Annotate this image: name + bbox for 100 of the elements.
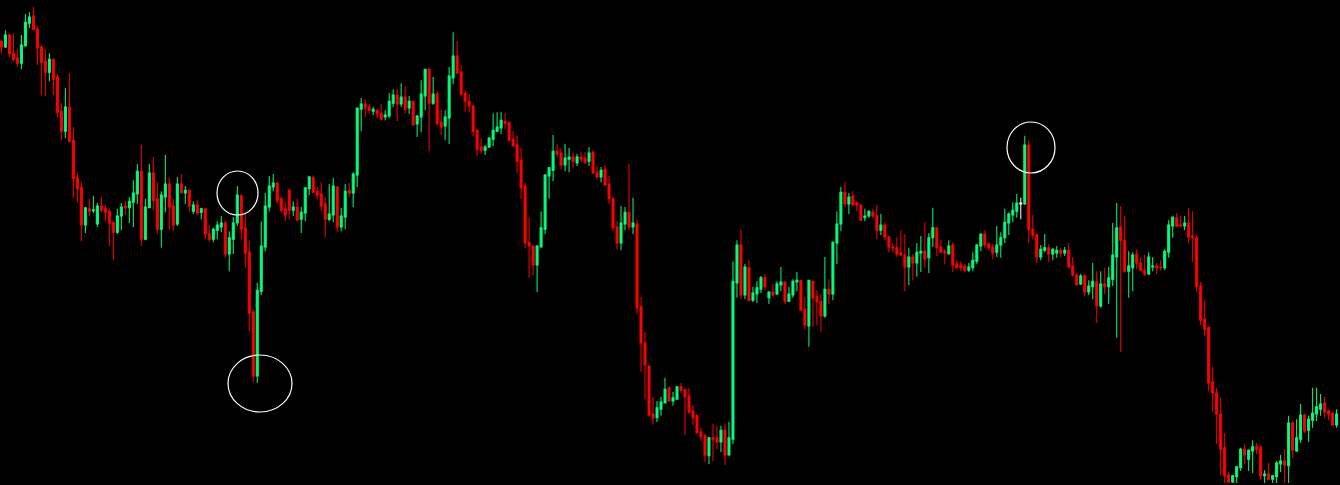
candlestick <box>295 198 299 221</box>
candlestick <box>363 98 367 118</box>
candlestick <box>819 293 823 333</box>
candlestick <box>667 386 671 403</box>
candlestick <box>1259 444 1263 481</box>
candlestick <box>335 186 339 233</box>
candlestick <box>399 82 403 108</box>
candlestick <box>215 220 219 240</box>
candlestick <box>811 280 815 328</box>
candlestick <box>167 177 171 231</box>
candlestick <box>1099 270 1103 309</box>
candlestick <box>83 207 87 234</box>
candlestick <box>1267 462 1271 481</box>
candlestick <box>911 253 915 281</box>
candlestick <box>627 163 631 231</box>
candlestick <box>995 225 999 258</box>
candlestick <box>1251 439 1255 474</box>
candlestick <box>1335 408 1339 429</box>
candlestick <box>63 87 67 139</box>
candlestick <box>1095 270 1099 324</box>
candlestick <box>991 243 995 260</box>
candlestick <box>851 190 855 207</box>
candlestick <box>1055 245 1059 259</box>
candlestick <box>1323 396 1327 419</box>
candlestick <box>655 400 659 423</box>
candlestick <box>1079 273 1083 286</box>
candlestick <box>1291 420 1295 459</box>
candlestick <box>567 147 571 173</box>
candlestick <box>879 213 883 236</box>
candlestick <box>291 200 295 217</box>
candlestick <box>187 189 191 213</box>
candlestick <box>719 425 723 453</box>
candlestick <box>331 177 335 223</box>
candlestick <box>1243 443 1247 465</box>
candlestick <box>783 281 787 305</box>
candlestick <box>123 200 127 216</box>
candlestick <box>947 239 951 255</box>
candlestick <box>1303 413 1307 434</box>
candlestick <box>199 207 203 220</box>
candlestick <box>395 88 399 122</box>
candlestick <box>1115 202 1119 339</box>
candlestick <box>287 188 291 220</box>
candlestick <box>499 111 503 135</box>
candlestick <box>367 103 371 114</box>
candlestick <box>1027 139 1031 244</box>
candlestick <box>559 147 563 170</box>
candlestick <box>959 260 963 272</box>
candlestick <box>1059 247 1063 259</box>
candlestick <box>779 266 783 292</box>
candlestick <box>823 256 827 319</box>
candlestick <box>711 423 715 462</box>
candlestick <box>875 204 879 240</box>
candlestick <box>1175 212 1179 228</box>
candlestick <box>619 205 623 251</box>
candlestick <box>1091 262 1095 300</box>
candlestick <box>747 259 751 303</box>
candlestick <box>1143 254 1147 277</box>
candlestick <box>1147 251 1151 276</box>
candlestick <box>923 221 927 269</box>
candlestick <box>223 219 227 259</box>
candlestick <box>847 192 851 215</box>
candlestick <box>191 200 195 215</box>
candlestick <box>343 183 347 230</box>
candlestick <box>119 202 123 231</box>
candlestick <box>1135 248 1139 270</box>
candlestick <box>347 182 351 198</box>
candlestick <box>863 208 867 222</box>
candlestick <box>903 233 907 292</box>
candlestick <box>195 199 199 216</box>
candlestick <box>1155 262 1159 275</box>
candlestick <box>403 85 407 114</box>
candlestick <box>583 151 587 165</box>
candlestick <box>1019 197 1023 220</box>
candlestick <box>707 436 711 465</box>
candlestick <box>43 48 47 97</box>
candlestick <box>1179 215 1183 228</box>
candlestick <box>1063 246 1067 257</box>
candlestick <box>951 241 955 273</box>
candlestick <box>575 153 579 167</box>
candlestick <box>175 176 179 227</box>
candlestick <box>1083 273 1087 297</box>
candlestick <box>767 290 771 305</box>
candlestick <box>1183 215 1187 231</box>
candlestick <box>47 52 51 82</box>
candlestick <box>919 235 923 273</box>
candlestick <box>387 92 391 119</box>
candlestick <box>1015 193 1019 219</box>
candlestick <box>723 423 727 466</box>
candlestick <box>867 209 871 219</box>
candlestick <box>739 228 743 300</box>
candlestick <box>1151 256 1155 272</box>
candlestick <box>431 76 435 106</box>
candlestick <box>179 173 183 194</box>
candlestick <box>563 143 567 172</box>
candlestick <box>371 106 375 116</box>
candlestick <box>1331 412 1335 427</box>
candlestick <box>1287 415 1291 484</box>
candlestick <box>631 197 635 235</box>
candlestick <box>935 227 939 257</box>
candlestick <box>755 280 759 304</box>
